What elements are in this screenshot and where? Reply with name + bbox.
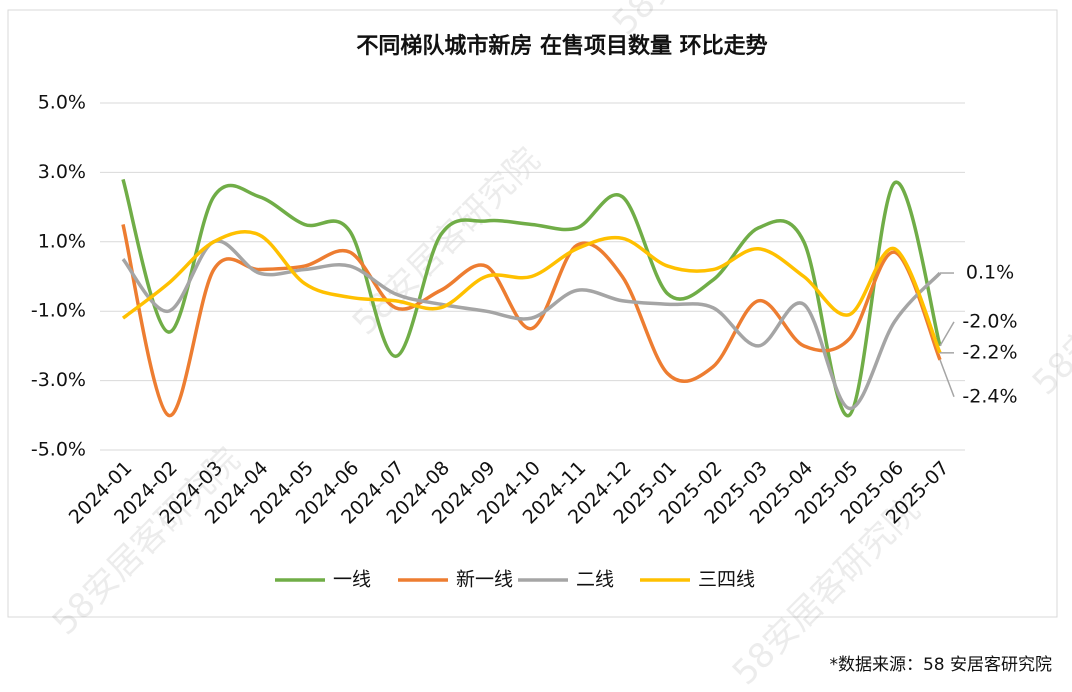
legend-label: 一线: [333, 569, 371, 591]
y-tick-label: 1.0%: [38, 230, 86, 252]
y-tick-label: -3.0%: [31, 369, 86, 391]
leader-line: [939, 321, 955, 347]
y-tick-label: 3.0%: [38, 161, 86, 183]
y-tick-label: 5.0%: [38, 92, 86, 114]
y-tick-label: -1.0%: [31, 300, 86, 322]
data-label: -2.2%: [962, 341, 1017, 363]
data-label: -2.0%: [962, 310, 1017, 332]
data-label: 0.1%: [966, 262, 1014, 284]
legend-label: 三四线: [698, 569, 755, 591]
series-line: [121, 224, 942, 418]
y-tick-label: -5.0%: [31, 439, 86, 461]
source-note: *数据来源：58 安居客研究院: [829, 655, 1052, 675]
legend-label: 新一线: [456, 569, 513, 591]
chart-frame: [7, 9, 1058, 618]
series-line: [121, 178, 942, 418]
series-line: [121, 239, 942, 411]
leader-line: [939, 359, 955, 398]
series-line: [121, 230, 942, 354]
legend-label: 二线: [576, 569, 614, 591]
data-label: -2.4%: [962, 385, 1017, 407]
chart-title: 不同梯队城市新房 在售项目数量 环比走势: [356, 33, 767, 59]
